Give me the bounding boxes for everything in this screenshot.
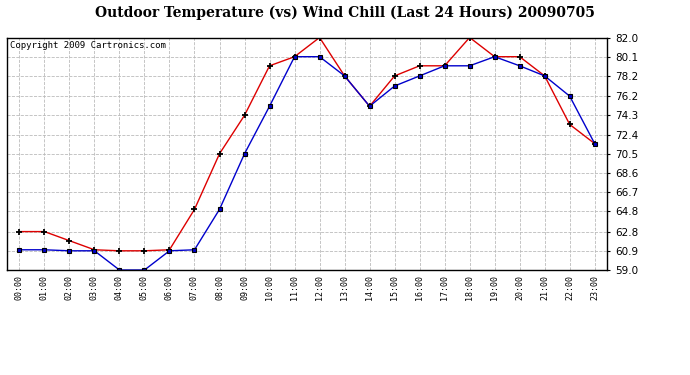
Text: Copyright 2009 Cartronics.com: Copyright 2009 Cartronics.com (10, 41, 166, 50)
Text: Outdoor Temperature (vs) Wind Chill (Last 24 Hours) 20090705: Outdoor Temperature (vs) Wind Chill (Las… (95, 6, 595, 20)
